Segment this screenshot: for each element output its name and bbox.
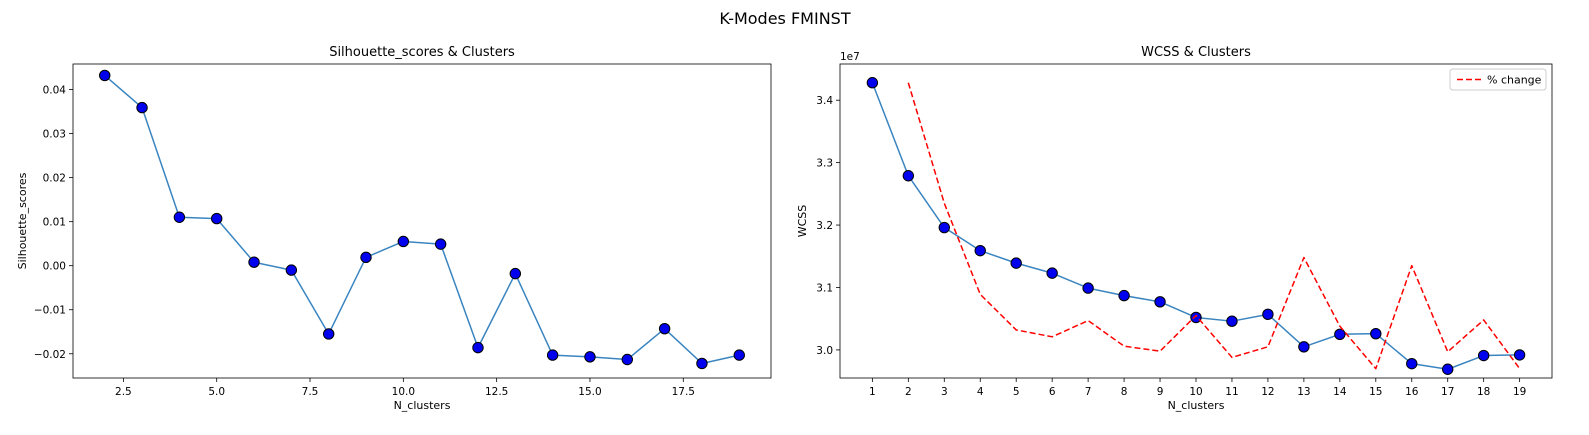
wcss-x-tick-label: 19 (1513, 386, 1526, 398)
silhouette-y-tick-label: 0.03 (43, 129, 66, 141)
silhouette-y-tick-label: 0.00 (43, 261, 66, 273)
wcss-data-point (1370, 327, 1382, 340)
silhouette-y-tick-label: 0.02 (43, 173, 66, 185)
silhouette-y-tick-label: −0.01 (34, 305, 66, 317)
silhouette-data-point (397, 235, 410, 248)
wcss-x-tick-label: 4 (977, 386, 984, 398)
wcss-data-point (1298, 341, 1310, 353)
silhouette-data-point (696, 357, 708, 370)
silhouette-data-point (285, 264, 298, 276)
wcss-axes-frame (839, 63, 1553, 379)
wcss-x-tick-label: 1 (869, 386, 876, 398)
silhouette-data-point (584, 351, 596, 363)
wcss-data-point (938, 221, 950, 234)
wcss-y-axis-label: WCSS (796, 205, 809, 238)
wcss-x-tick-label: 6 (1049, 386, 1056, 398)
wcss-data-point (1154, 296, 1166, 308)
wcss-legend: % change (1449, 68, 1547, 91)
silhouette-data-point (434, 238, 447, 250)
silhouette-data-point (173, 211, 186, 223)
wcss-data-point (974, 244, 986, 257)
wcss-x-tick-label: 14 (1333, 386, 1347, 398)
silhouette-data-point (360, 251, 372, 264)
wcss-data-point (1118, 289, 1130, 302)
silhouette-data-point (211, 212, 223, 225)
wcss-data-point (1046, 267, 1058, 279)
silhouette-x-tick-label: 7.5 (302, 386, 319, 398)
wcss-series-pct-change-line (907, 82, 1521, 370)
wcss-x-tick-label: 5 (1013, 386, 1020, 398)
silhouette-x-tick-label: 15.0 (578, 386, 601, 398)
silhouette-x-tick-label: 10.0 (392, 386, 415, 398)
wcss-x-tick-label: 9 (1157, 386, 1164, 398)
silhouette-x-tick-label: 17.5 (672, 386, 695, 398)
wcss-x-tick-label: 17 (1441, 386, 1454, 398)
wcss-data-point (1010, 257, 1022, 269)
wcss-x-axis-label: N_clusters (1168, 399, 1225, 412)
silhouette-axes-frame (72, 63, 772, 379)
silhouette-x-tick-label: 12.5 (485, 386, 508, 398)
silhouette-data-point (658, 322, 671, 335)
silhouette-x-tick-label: 5.0 (208, 386, 225, 398)
silhouette-data-point (472, 341, 484, 354)
silhouette-data-point (248, 256, 260, 268)
wcss-data-point (1262, 308, 1274, 321)
wcss-x-tick-label: 2 (905, 386, 912, 398)
wcss-x-tick-label: 3 (941, 386, 948, 398)
wcss-x-tick-label: 7 (1085, 386, 1092, 398)
silhouette-x-tick-label: 2.5 (115, 386, 132, 398)
wcss-y-tick-label: 3.1 (816, 282, 833, 294)
silhouette-data-point (136, 101, 148, 114)
wcss-x-tick-label: 13 (1297, 386, 1310, 398)
silhouette-y-axis-label: Silhouette_scores (16, 172, 29, 269)
silhouette-series-main-line (104, 74, 740, 365)
wcss-x-tick-label: 18 (1477, 386, 1490, 398)
wcss-x-tick-label: 11 (1225, 386, 1238, 398)
wcss-x-tick-label: 10 (1189, 386, 1202, 398)
wcss-chart-title: WCSS & Clusters (1141, 45, 1251, 60)
wcss-data-point (1226, 315, 1238, 327)
wcss-data-point (1334, 328, 1346, 341)
wcss-data-point (1406, 357, 1418, 370)
wcss-series-main-line (871, 82, 1520, 371)
wcss-x-tick-label: 12 (1261, 386, 1274, 398)
wcss-data-point (1513, 349, 1526, 361)
wcss-data-point (1190, 311, 1202, 324)
silhouette-data-point (733, 349, 745, 361)
silhouette-y-tick-label: 0.04 (43, 85, 67, 97)
wcss-data-point (1082, 282, 1094, 294)
figure-title: K-Modes FMINST (719, 9, 850, 28)
wcss-y-tick-label: 3.2 (816, 220, 833, 232)
wcss-y-tick-label: 3.3 (816, 158, 833, 170)
silhouette-data-point (322, 328, 335, 340)
wcss-data-point (866, 77, 879, 89)
silhouette-x-axis-label: N_clusters (394, 399, 451, 412)
legend-box (1449, 68, 1547, 91)
wcss-x-tick-label: 8 (1121, 386, 1128, 398)
wcss-x-tick-label: 15 (1369, 386, 1382, 398)
wcss-data-point (1442, 363, 1454, 375)
wcss-data-point (1477, 349, 1490, 362)
silhouette-y-tick-label: 0.01 (43, 217, 66, 229)
silhouette-data-point (99, 69, 111, 82)
wcss-y-offset-label: 1e7 (840, 51, 860, 63)
silhouette-data-point (509, 267, 522, 280)
wcss-x-tick-label: 16 (1405, 386, 1419, 398)
silhouette-chart-panel: Silhouette_scores & Clusters 2.5 5.0 7.5 10.… (16, 45, 772, 412)
wcss-y-tick-label: 3.4 (816, 95, 833, 107)
legend-label-pct-change: % change (1487, 74, 1542, 87)
wcss-y-tick-label: 3.0 (816, 345, 833, 357)
silhouette-y-tick-label: −0.02 (34, 349, 66, 361)
silhouette-chart-title: Silhouette_scores & Clusters (329, 45, 515, 60)
wcss-data-point (902, 170, 915, 182)
silhouette-data-point (546, 349, 559, 361)
silhouette-data-point (621, 353, 633, 366)
